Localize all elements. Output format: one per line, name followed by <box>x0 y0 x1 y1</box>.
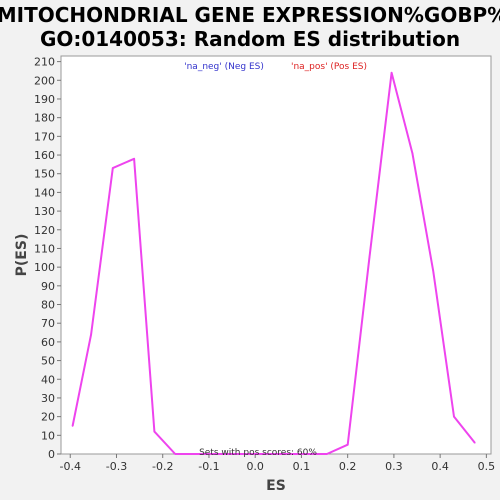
x-tick-label: 0.3 <box>385 460 403 473</box>
chart-title-line-1: MITOCHONDRIAL GENE EXPRESSION%GOBP% <box>0 3 500 27</box>
y-tick-label: 60 <box>41 336 55 349</box>
y-tick-label: 200 <box>34 74 55 87</box>
pos-scores-annotation: Sets with pos scores: 60% <box>199 448 317 458</box>
es-distribution-line <box>71 71 476 455</box>
x-tick-label: 0.5 <box>478 460 496 473</box>
data-point <box>133 157 135 160</box>
x-tick-label: -0.1 <box>198 460 219 473</box>
y-tick-label: 90 <box>41 280 55 293</box>
x-axis: -0.4 -0.3 -0.2 -0.1 0.0 0.1 0.2 0.3 0.4 0.5 <box>60 454 496 473</box>
data-point <box>346 443 349 446</box>
data-point <box>474 441 476 444</box>
x-tick-label: 0.1 <box>293 460 311 473</box>
x-axis-label: ES <box>266 478 286 494</box>
y-tick-label: 130 <box>34 205 55 218</box>
data-point <box>432 270 435 272</box>
data-point <box>411 152 414 154</box>
y-tick-label: 80 <box>41 299 55 312</box>
y-tick-label: 180 <box>34 112 55 125</box>
y-tick-label: 110 <box>34 242 55 255</box>
y-axis-label: P(ES) <box>14 234 30 277</box>
legend-pos: 'na_pos' (Pos ES) <box>291 62 367 72</box>
data-point <box>390 72 393 74</box>
y-axis: 0 10 20 30 40 50 60 70 80 90 100 110 120 130 140 150 160… <box>34 56 61 461</box>
data-point <box>174 453 177 455</box>
chart-title-line-2: GO:0140053: Random ES distribution <box>40 27 460 51</box>
x-tick-label: -0.2 <box>152 460 173 473</box>
y-tick-label: 30 <box>41 392 55 405</box>
y-tick-label: 0 <box>48 448 55 461</box>
y-tick-label: 190 <box>34 93 55 106</box>
data-point <box>368 257 371 259</box>
x-tick-label: 0.0 <box>246 460 264 473</box>
x-tick-label: -0.4 <box>60 460 81 473</box>
data-point <box>90 333 92 336</box>
y-tick-label: 10 <box>41 429 55 442</box>
data-point <box>111 167 114 169</box>
y-tick-label: 170 <box>34 130 55 143</box>
y-tick-label: 120 <box>34 224 55 237</box>
y-tick-label: 50 <box>41 355 55 368</box>
y-tick-label: 100 <box>34 261 55 274</box>
legend-neg: 'na_neg' (Neg ES) <box>184 62 264 72</box>
data-point <box>326 453 328 455</box>
y-tick-label: 150 <box>34 168 55 181</box>
x-tick-label: 0.4 <box>431 460 449 473</box>
data-point <box>71 425 74 427</box>
data-point <box>153 430 156 433</box>
x-tick-label: 0.2 <box>339 460 357 473</box>
y-tick-label: 210 <box>34 56 55 69</box>
y-tick-label: 20 <box>41 411 55 424</box>
series-layer <box>71 71 476 455</box>
plot-area <box>60 55 492 455</box>
y-tick-label: 140 <box>34 186 55 199</box>
y-tick-label: 160 <box>34 149 55 162</box>
x-tick-label: -0.3 <box>106 460 127 473</box>
data-point <box>453 415 455 418</box>
y-tick-label: 70 <box>41 317 55 330</box>
y-tick-label: 40 <box>41 373 55 386</box>
